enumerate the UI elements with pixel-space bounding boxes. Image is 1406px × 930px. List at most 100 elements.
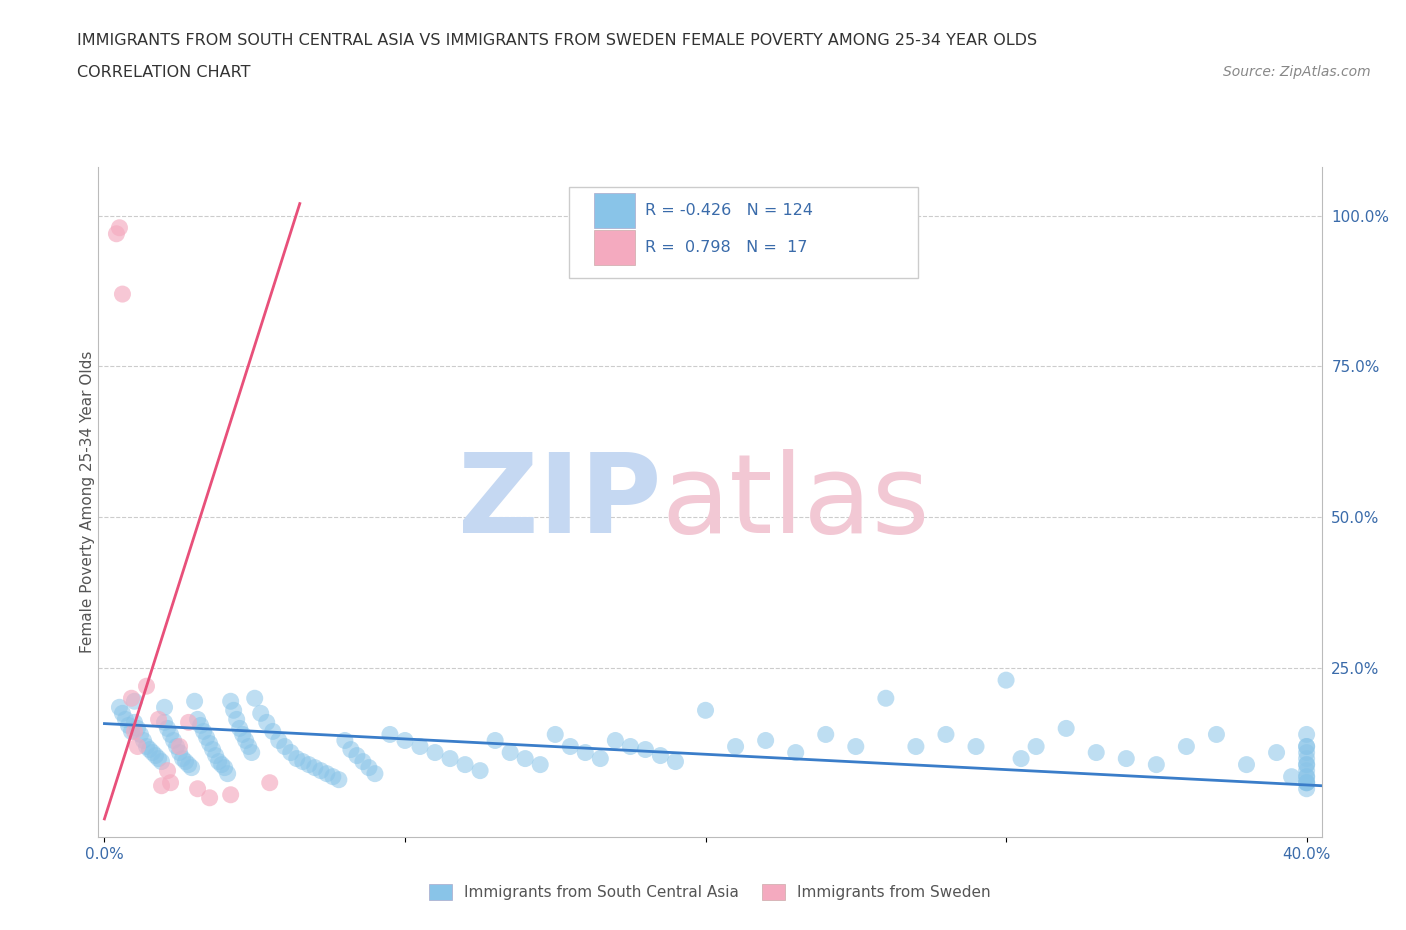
Point — [695, 703, 717, 718]
Point — [156, 764, 179, 778]
Point — [211, 757, 233, 772]
Point — [240, 745, 263, 760]
Point — [201, 742, 224, 757]
Point — [219, 694, 242, 709]
Point — [193, 724, 215, 738]
Point — [1115, 751, 1137, 766]
Point — [127, 721, 149, 736]
Point — [285, 751, 308, 766]
Point — [124, 715, 146, 730]
Point — [156, 721, 179, 736]
Point — [121, 724, 143, 738]
Point — [560, 739, 582, 754]
Point — [108, 220, 131, 235]
Point — [162, 733, 184, 748]
Point — [148, 751, 170, 766]
Point — [304, 760, 326, 775]
Point — [544, 727, 567, 742]
Point — [124, 694, 146, 709]
Point — [1295, 739, 1317, 754]
Text: Source: ZipAtlas.com: Source: ZipAtlas.com — [1223, 65, 1371, 79]
Point — [1085, 745, 1108, 760]
Text: IMMIGRANTS FROM SOUTH CENTRAL ASIA VS IMMIGRANTS FROM SWEDEN FEMALE POVERTY AMON: IMMIGRANTS FROM SOUTH CENTRAL ASIA VS IM… — [77, 33, 1038, 47]
Point — [108, 700, 131, 715]
Legend: Immigrants from South Central Asia, Immigrants from Sweden: Immigrants from South Central Asia, Immi… — [423, 878, 997, 907]
Point — [995, 672, 1018, 687]
Point — [352, 754, 374, 769]
Point — [150, 778, 173, 793]
Point — [499, 745, 522, 760]
Point — [145, 748, 167, 763]
Text: R =  0.798   N =  17: R = 0.798 N = 17 — [645, 240, 807, 255]
Point — [291, 754, 314, 769]
Point — [274, 739, 297, 754]
Point — [148, 712, 170, 727]
Point — [177, 715, 200, 730]
Point — [225, 712, 247, 727]
Point — [340, 742, 363, 757]
Point — [333, 733, 356, 748]
Point — [1295, 764, 1317, 778]
Point — [529, 757, 551, 772]
Y-axis label: Female Poverty Among 25-34 Year Olds: Female Poverty Among 25-34 Year Olds — [80, 351, 94, 654]
Point — [1295, 757, 1317, 772]
Point — [875, 691, 897, 706]
Point — [1010, 751, 1032, 766]
Point — [1295, 745, 1317, 760]
Point — [249, 706, 271, 721]
Point — [357, 760, 380, 775]
Point — [439, 751, 461, 766]
Point — [454, 757, 477, 772]
Point — [187, 712, 209, 727]
Point — [280, 745, 302, 760]
Point — [605, 733, 627, 748]
Point — [1281, 769, 1303, 784]
Point — [180, 760, 202, 775]
Point — [204, 748, 226, 763]
Point — [169, 745, 191, 760]
Text: CORRELATION CHART: CORRELATION CHART — [77, 65, 250, 80]
Point — [1295, 769, 1317, 784]
Point — [315, 766, 337, 781]
Point — [378, 727, 401, 742]
Point — [159, 776, 181, 790]
Point — [589, 751, 612, 766]
Point — [1295, 776, 1317, 790]
Point — [183, 694, 205, 709]
Point — [198, 736, 221, 751]
Point — [117, 718, 139, 733]
Point — [256, 715, 278, 730]
Point — [235, 733, 257, 748]
Point — [814, 727, 837, 742]
Text: R = -0.426   N = 124: R = -0.426 N = 124 — [645, 203, 813, 218]
Point — [177, 757, 200, 772]
Point — [1265, 745, 1288, 760]
Text: atlas: atlas — [661, 448, 929, 556]
Point — [111, 706, 134, 721]
Point — [574, 745, 596, 760]
Point — [121, 691, 143, 706]
Point — [1295, 739, 1317, 754]
Point — [1295, 776, 1317, 790]
Point — [298, 757, 321, 772]
Point — [187, 781, 209, 796]
Point — [309, 764, 332, 778]
Point — [138, 742, 160, 757]
Point — [785, 745, 807, 760]
Point — [198, 790, 221, 805]
Point — [166, 739, 188, 754]
Point — [135, 739, 157, 754]
Point — [153, 715, 176, 730]
Point — [650, 748, 672, 763]
Point — [364, 766, 387, 781]
Point — [1054, 721, 1077, 736]
Point — [664, 754, 686, 769]
Point — [219, 788, 242, 803]
FancyBboxPatch shape — [593, 193, 636, 228]
Point — [238, 739, 260, 754]
Point — [267, 733, 290, 748]
Point — [222, 703, 245, 718]
Point — [232, 727, 254, 742]
Point — [262, 724, 284, 738]
Point — [1205, 727, 1227, 742]
